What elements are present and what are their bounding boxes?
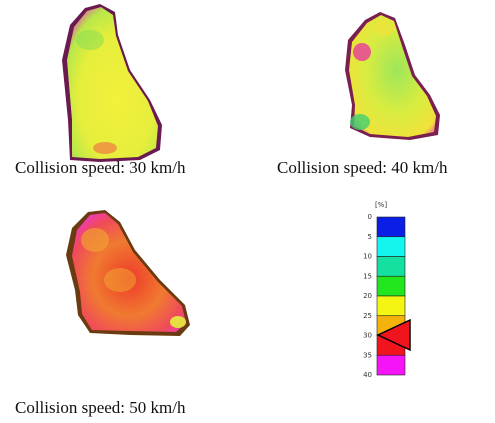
legend-tick-label: 40 [363,371,372,379]
legend-band [377,257,405,277]
legend-tick-label: 25 [363,312,372,320]
caption: Collision speed: 50 km/h [15,398,185,418]
figure: [%] 0 5 10 15 20 25 30 35 40 Collision speed: 30… [0,0,495,423]
legend-tick-label: 0 [368,213,372,221]
impact-shape [345,12,440,140]
caption: Collision speed: 40 km/h [277,158,447,178]
legend-tick-label: 15 [363,272,372,280]
legend-tick-label: 10 [363,253,372,261]
legend-band [377,237,405,257]
legend-band [377,296,405,316]
legend-band [377,217,405,237]
figure-graphics: [%] 0 5 10 15 20 25 30 35 40 [0,0,495,423]
legend-unit: [%] [375,201,387,209]
legend-tick-label: 30 [363,332,372,340]
legend-band [377,276,405,296]
impact-shape [62,4,162,162]
legend-band [377,355,405,375]
legend-tick-label: 5 [368,233,372,241]
impact-shape [66,210,190,336]
legend-tick-label: 35 [363,351,372,359]
legend-tick-label: 20 [363,292,372,300]
caption: Collision speed: 30 km/h [15,158,185,178]
color-legend: [%] 0 5 10 15 20 25 30 35 40 [363,201,405,379]
